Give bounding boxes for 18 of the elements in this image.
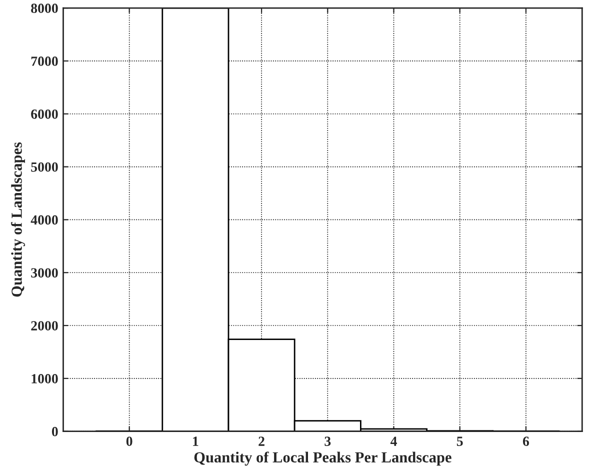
y-tick-label: 7000 xyxy=(31,56,58,66)
y-tick-label: 8000 xyxy=(31,4,58,14)
x-tick-label: 5 xyxy=(456,436,463,446)
y-tick-label: 4000 xyxy=(30,215,58,225)
y-tick-label: 6000 xyxy=(31,109,58,119)
x-tick-label: 3 xyxy=(324,436,331,446)
y-tick-label: 1000 xyxy=(32,374,58,384)
y-tick-label: 2000 xyxy=(31,321,58,330)
x-tick-label: 0 xyxy=(126,436,132,446)
y-axis-title: Quantity of Landscapes xyxy=(10,142,26,297)
y-tick-label: 5000 xyxy=(31,162,58,172)
y-tick-label: 3000 xyxy=(31,268,58,278)
x-tick-label: 1 xyxy=(193,436,198,446)
x-tick-label: 6 xyxy=(522,436,530,446)
x-tick-label: 4 xyxy=(390,436,397,446)
x-axis-title: Quantity of Local Peaks Per Landscape xyxy=(194,452,452,466)
y-tick-label: 0 xyxy=(52,426,58,436)
x-tick-label: 2 xyxy=(258,436,264,446)
